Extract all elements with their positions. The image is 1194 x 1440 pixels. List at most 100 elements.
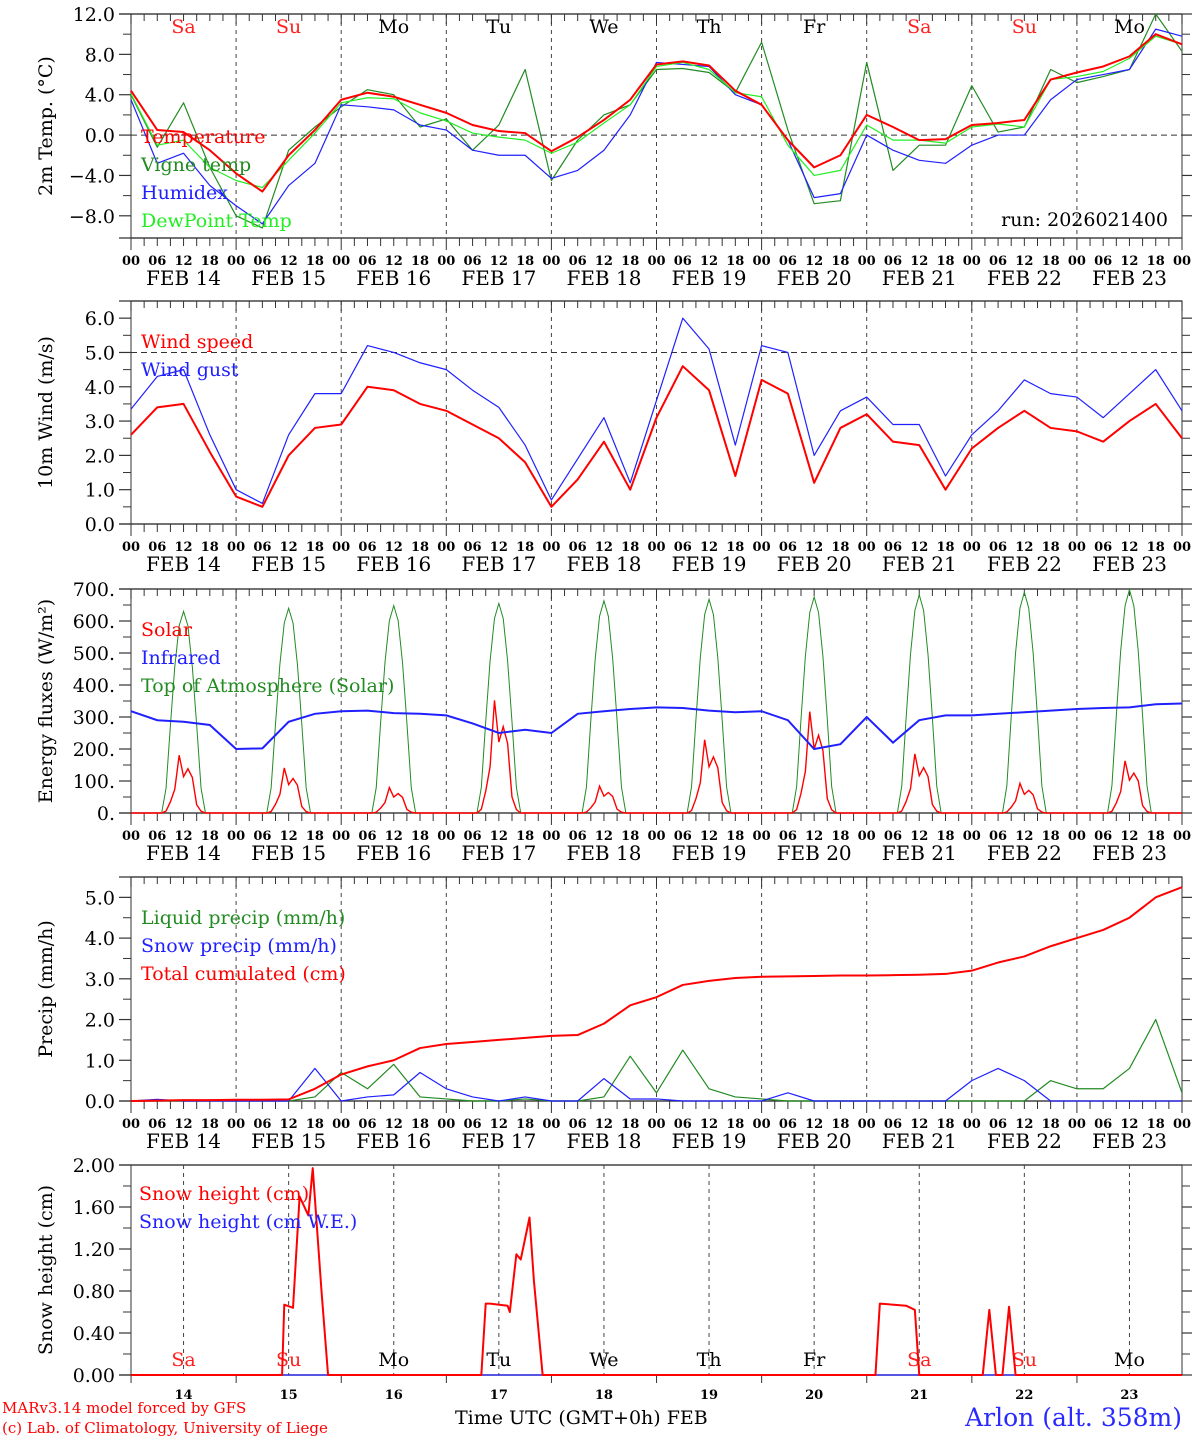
date-label: FEB 14 — [146, 552, 221, 576]
hour-tick-label: 06 — [148, 540, 166, 555]
hour-tick-label: 06 — [253, 540, 271, 555]
date-label: FEB 20 — [777, 1129, 852, 1153]
series-line-temperature — [130, 33, 1183, 193]
weekday-label: Sa — [171, 16, 195, 38]
date-label: FEB 16 — [356, 1129, 431, 1153]
date-label: FEB 16 — [356, 266, 431, 290]
weekday-label: Sa — [907, 1349, 931, 1371]
hour-tick-label: 06 — [358, 1117, 376, 1132]
date-label: FEB 15 — [251, 841, 326, 865]
hour-tick-label: 06 — [989, 1117, 1007, 1132]
series-line-wind-speed — [130, 365, 1183, 508]
day-number-label: 21 — [910, 1388, 928, 1403]
weekday-label: Sa — [907, 16, 931, 38]
date-label: FEB 18 — [566, 1129, 641, 1153]
y-axis-label: 2m Temp. (°C) — [35, 56, 57, 196]
hour-tick-label: 12 — [595, 254, 613, 269]
date-label: FEB 18 — [566, 266, 641, 290]
date-label: FEB 23 — [1092, 1129, 1167, 1153]
hour-tick-label: 12 — [385, 540, 403, 555]
weekday-label: Mo — [1114, 16, 1145, 38]
y-tick-label: 1.60 — [73, 1197, 115, 1219]
hour-tick-label: 00 — [122, 1117, 140, 1132]
hour-tick-label: 12 — [280, 254, 298, 269]
date-label: FEB 21 — [882, 1129, 957, 1153]
hour-tick-label: 12 — [595, 829, 613, 844]
day-number-label: 23 — [1120, 1388, 1138, 1403]
hour-tick-label: 00 — [332, 829, 350, 844]
y-tick-label: 1.0 — [85, 1050, 115, 1072]
hour-tick-label: 12 — [280, 540, 298, 555]
hour-tick-label: 00 — [1173, 254, 1191, 269]
hour-tick-label: 12 — [910, 829, 928, 844]
hour-tick-label: 12 — [490, 540, 508, 555]
hour-tick-label: 12 — [805, 829, 823, 844]
hour-tick-label: 00 — [437, 540, 455, 555]
day-number-label: 14 — [175, 1388, 193, 1403]
y-axis-label: Energy fluxes (W/m²) — [35, 599, 57, 803]
hour-tick-label: 06 — [464, 540, 482, 555]
hour-tick-label: 18 — [726, 1117, 744, 1132]
hour-tick-label: 00 — [647, 1117, 665, 1132]
y-tick-label: 100. — [73, 771, 115, 793]
y-tick-label: 0.0 — [85, 125, 115, 147]
legend-entry: Wind speed — [141, 331, 253, 353]
hour-tick-label: 06 — [253, 1117, 271, 1132]
hour-tick-label: 12 — [490, 829, 508, 844]
hour-tick-label: 18 — [1042, 829, 1060, 844]
hour-tick-label: 06 — [148, 254, 166, 269]
hour-tick-label: 06 — [884, 254, 902, 269]
weekday-label: Mo — [378, 1349, 409, 1371]
hour-tick-label: 12 — [175, 829, 193, 844]
date-label: FEB 22 — [987, 266, 1062, 290]
day-number-label: 15 — [280, 1388, 298, 1403]
hour-tick-label: 18 — [1147, 829, 1165, 844]
date-label: FEB 20 — [777, 841, 852, 865]
weekday-label: We — [589, 1349, 618, 1371]
hour-tick-label: 18 — [621, 254, 639, 269]
date-label: FEB 20 — [777, 266, 852, 290]
y-tick-label: 0.0 — [85, 514, 115, 536]
date-label: FEB 19 — [672, 266, 747, 290]
weekday-label: Th — [697, 1349, 722, 1371]
hour-tick-label: 06 — [884, 829, 902, 844]
day-number-label: 19 — [700, 1388, 718, 1403]
legend-entry: Humidex — [141, 182, 228, 204]
hour-tick-label: 06 — [674, 254, 692, 269]
y-tick-label: 200. — [73, 739, 115, 761]
hour-tick-label: 06 — [569, 829, 587, 844]
model-credit: MARv3.14 model forced by GFS — [2, 1399, 247, 1417]
legend-entry: Temperature — [141, 126, 265, 148]
hour-tick-label: 00 — [858, 1117, 876, 1132]
hour-tick-label: 12 — [1120, 1117, 1138, 1132]
hour-tick-label: 06 — [884, 540, 902, 555]
hour-tick-label: 06 — [358, 254, 376, 269]
hour-tick-label: 12 — [175, 254, 193, 269]
hour-tick-label: 18 — [411, 1117, 429, 1132]
date-label: FEB 14 — [146, 266, 221, 290]
weekday-label: Tu — [486, 16, 511, 38]
hour-tick-label: 06 — [148, 1117, 166, 1132]
day-number-label: 22 — [1015, 1388, 1033, 1403]
hour-tick-label: 12 — [1015, 254, 1033, 269]
date-label: FEB 19 — [672, 841, 747, 865]
legend-entry: Solar — [141, 619, 193, 641]
weekday-label: Mo — [378, 16, 409, 38]
weekday-label: Mo — [1114, 1349, 1145, 1371]
date-label: FEB 21 — [882, 266, 957, 290]
hour-tick-label: 06 — [674, 1117, 692, 1132]
y-tick-label: 400. — [73, 675, 115, 697]
hour-tick-label: 18 — [1147, 540, 1165, 555]
hour-tick-label: 06 — [464, 254, 482, 269]
hour-tick-label: 00 — [647, 829, 665, 844]
hour-tick-label: 18 — [306, 829, 324, 844]
hour-tick-label: 12 — [490, 1117, 508, 1132]
series-group — [130, 13, 1183, 229]
hour-tick-label: 18 — [621, 1117, 639, 1132]
series-line-vigne-temp — [130, 13, 1183, 229]
hour-tick-label: 06 — [1094, 1117, 1112, 1132]
hour-tick-label: 00 — [753, 829, 771, 844]
hour-tick-label: 18 — [516, 254, 534, 269]
